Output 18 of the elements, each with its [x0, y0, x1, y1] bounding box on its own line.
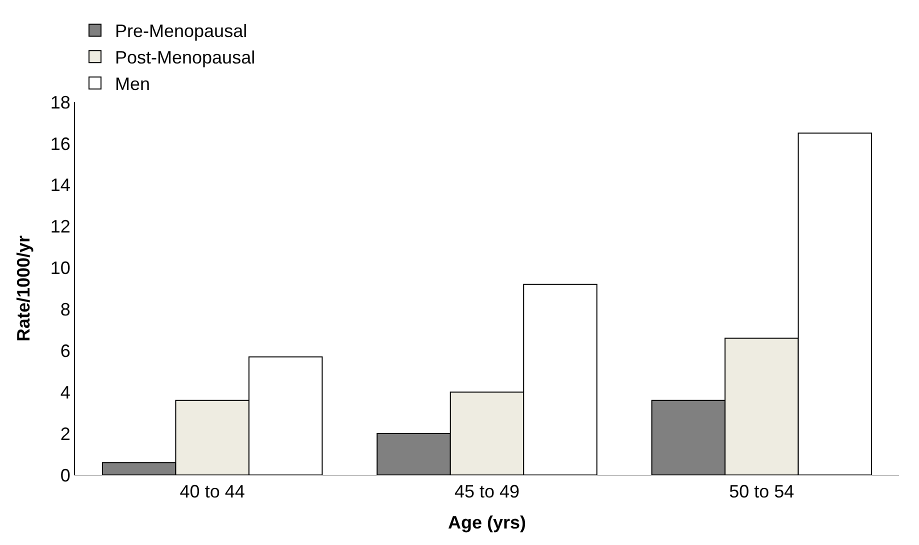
- y-tick-label: 6: [60, 340, 70, 361]
- x-tick-label: 40 to 44: [180, 482, 245, 502]
- y-axis-title: Rate/1000/yr: [14, 235, 34, 342]
- x-axis-title: Age (yrs): [448, 512, 526, 533]
- y-tick-label: 16: [50, 134, 70, 154]
- legend-label: Men: [115, 74, 150, 94]
- y-tick-label: 14: [50, 175, 70, 196]
- y-tick-label: 2: [60, 424, 70, 444]
- y-tick-label: 18: [50, 92, 70, 112]
- y-tick-label: 10: [50, 258, 70, 278]
- legend-label: Post-Menopausal: [115, 48, 256, 68]
- x-tick-label: 50 to 54: [729, 482, 794, 502]
- x-tick-label: 45 to 49: [454, 482, 520, 502]
- y-tick-label: 0: [60, 465, 70, 486]
- y-tick-label: 12: [50, 216, 70, 237]
- y-tick-label: 8: [60, 300, 70, 320]
- legend-label: Pre-Menopausal: [115, 21, 248, 42]
- y-tick-label: 4: [60, 382, 70, 402]
